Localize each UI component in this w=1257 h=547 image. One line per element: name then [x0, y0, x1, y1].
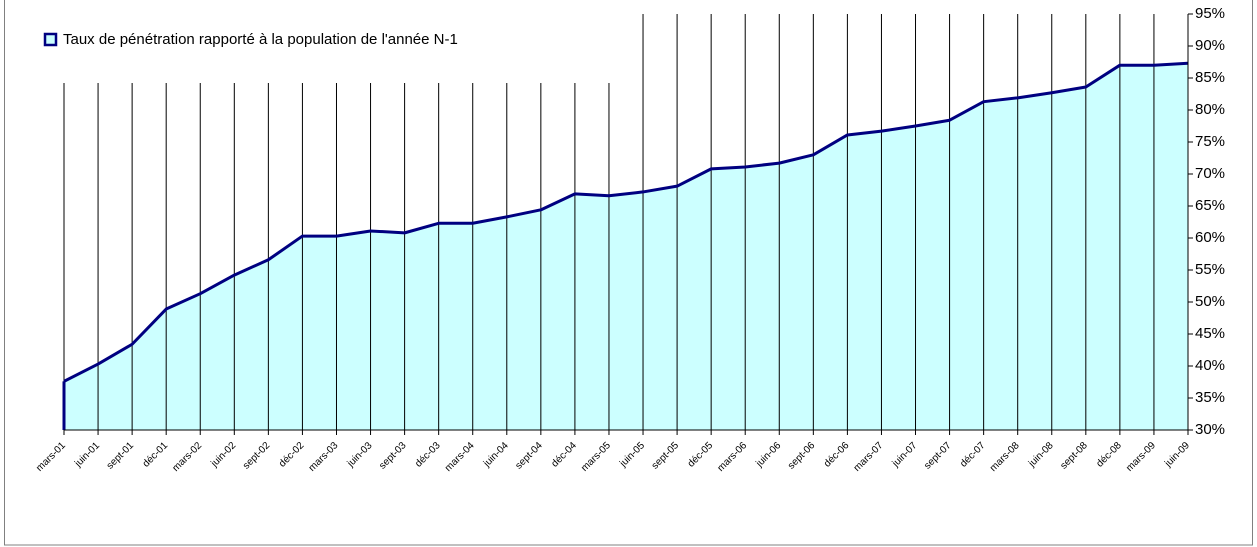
- legend-swatch: [43, 32, 58, 47]
- y-tick-label: 95%: [1195, 5, 1225, 22]
- y-tick-label: 50%: [1195, 293, 1225, 310]
- legend-box: [28, 2, 620, 83]
- y-tick-label: 30%: [1195, 421, 1225, 438]
- line: [63, 61, 1189, 383]
- y-tick-label: 90%: [1195, 37, 1225, 54]
- area: [64, 63, 1188, 430]
- y-tick-label: 65%: [1195, 197, 1225, 214]
- y-tick-label: 40%: [1195, 357, 1225, 374]
- y-tick-label: 75%: [1195, 133, 1225, 150]
- y-tick-label: 85%: [1195, 69, 1225, 86]
- y-tick-label: 45%: [1195, 325, 1225, 342]
- y-tick-label: 70%: [1195, 165, 1225, 182]
- y-tick-label: 60%: [1195, 229, 1225, 246]
- y-tick-label: 80%: [1195, 101, 1225, 118]
- legend-label: Taux de pénétration rapporté à la popula…: [63, 31, 458, 48]
- y-tick-label: 35%: [1195, 389, 1225, 406]
- y-tick-label: 55%: [1195, 261, 1225, 278]
